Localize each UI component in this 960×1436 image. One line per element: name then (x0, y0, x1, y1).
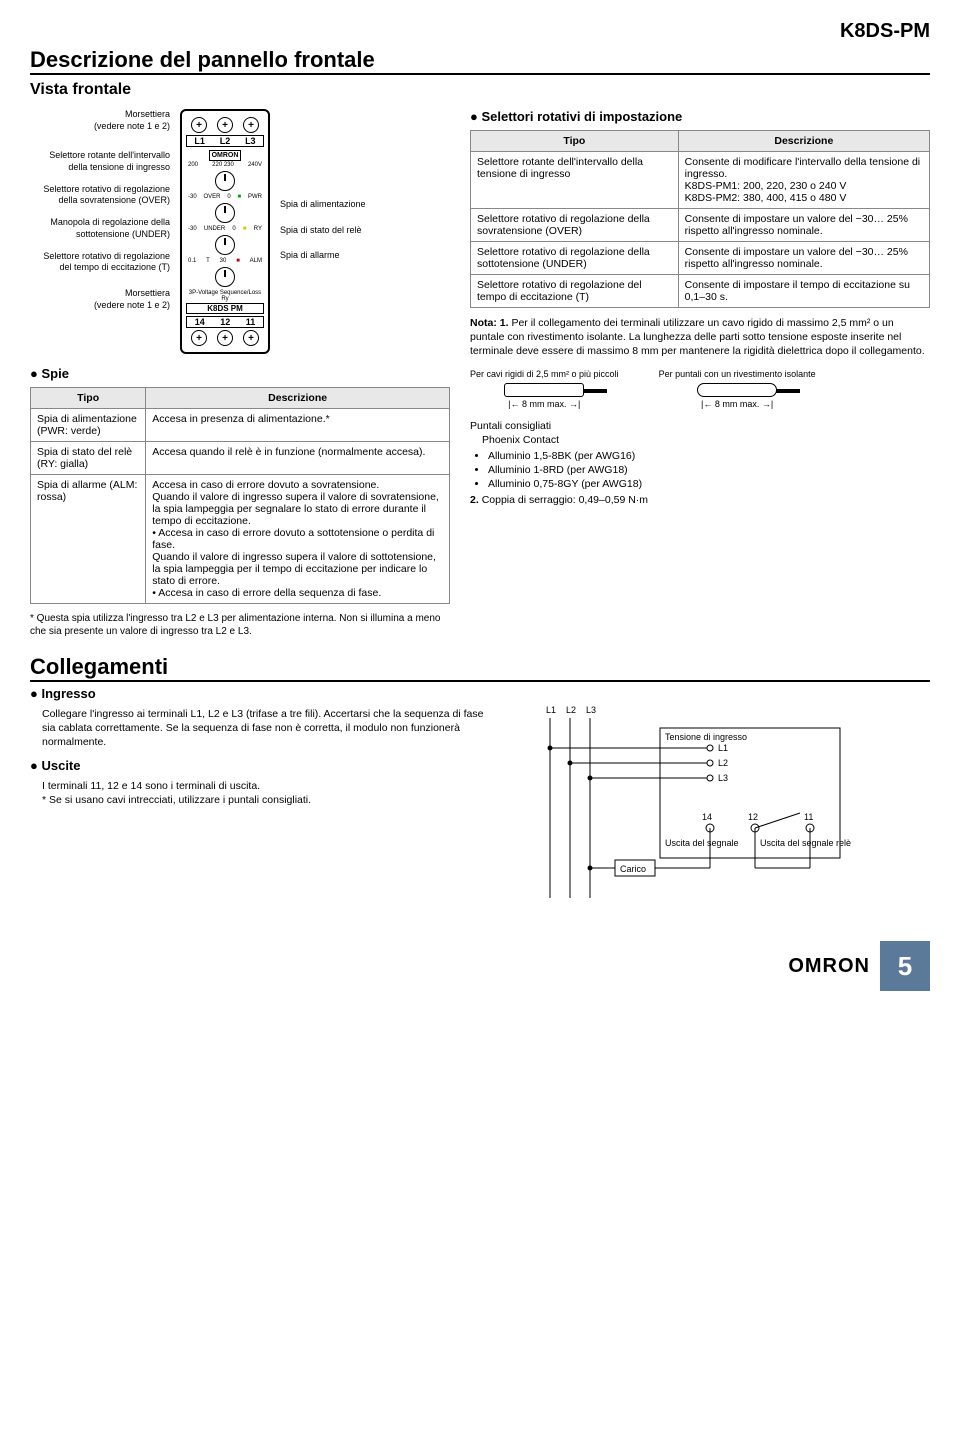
spie-th-desc: Descrizione (146, 388, 450, 409)
table-row: Selettore rotativo di regolazione del te… (471, 275, 930, 308)
selettori-table: Tipo Descrizione Selettore rotante dell'… (470, 130, 930, 308)
selettori-heading: Selettori rotativi di impostazione (470, 109, 930, 124)
table-row: Spia di alimentazione (PWR: verde) Acces… (31, 409, 450, 442)
wire-caption-right: Per puntali con un rivestimento isolante (659, 369, 816, 379)
svg-text:Uscita del segnale relè: Uscita del segnale relè (760, 838, 851, 848)
terminal-l3: L3 (245, 136, 256, 146)
list-item: Alluminio 1-8RD (per AWG18) (488, 463, 930, 477)
section-title: Descrizione del pannello frontale (30, 47, 930, 75)
label-sel-tensione: Selettore rotante dell'intervallo della … (30, 150, 170, 173)
vista-frontale-title: Vista frontale (30, 81, 930, 99)
wire-diagram: Per cavi rigidi di 2,5 mm² o più piccoli… (470, 369, 930, 409)
svg-text:L2: L2 (566, 705, 576, 715)
list-item: Alluminio 1,5-8BK (per AWG16) (488, 449, 930, 463)
svg-text:Tensione di ingresso: Tensione di ingresso (665, 732, 747, 742)
puntali-block: Puntali consigliati Phoenix Contact Allu… (470, 419, 930, 508)
table-row: Selettore rotativo di regolazione della … (471, 209, 930, 242)
svg-text:L1: L1 (546, 705, 556, 715)
wire-caption-left: Per cavi rigidi di 2,5 mm² o più piccoli (470, 369, 619, 379)
svg-text:L3: L3 (586, 705, 596, 715)
circuit-diagram: L1 L2 L3 Tensione di ingresso L1 L2 L3 1… (510, 698, 870, 918)
collegamenti-title: Collegamenti (30, 654, 930, 682)
model-code: K8DS-PM (30, 20, 930, 43)
puntali-title: Puntali consigliati (470, 419, 930, 433)
table-row: Selettore rotante dell'intervallo della … (471, 152, 930, 209)
label-spia-ry: Spia di stato del relè (280, 225, 380, 237)
terminal-l2: L2 (220, 136, 231, 146)
label-spia-alm: Spia di allarme (280, 250, 380, 262)
table-row: Spia di allarme (ALM: rossa) Accesa in c… (31, 475, 450, 604)
list-item: Alluminio 0,75-8GY (per AWG18) (488, 477, 930, 491)
svg-text:14: 14 (702, 812, 712, 822)
table-row: Selettore rotativo di regolazione della … (471, 242, 930, 275)
device-brand: OMRON (209, 150, 242, 161)
svg-text:L1: L1 (718, 743, 728, 753)
nota1: Nota: 1. Per il collegamento dei termina… (470, 316, 930, 359)
device-diagram: Morsettiera (vedere note 1 e 2) Selettor… (30, 109, 450, 354)
label-morsettiera-top: Morsettiera (vedere note 1 e 2) (30, 109, 170, 132)
svg-text:11: 11 (804, 812, 813, 822)
svg-text:Uscita del segnale: Uscita del segnale (665, 838, 739, 848)
page-number: 5 (880, 941, 930, 991)
uscite-heading: Uscite (30, 758, 490, 773)
label-sel-under: Manopola di regolazione della sottotensi… (30, 217, 170, 240)
label-sel-over: Selettore rotativo di regolazione della … (30, 184, 170, 207)
svg-text:Carico: Carico (620, 864, 646, 874)
terminal-l1: L1 (194, 136, 205, 146)
table-row: Spia di stato del relè (RY: gialla) Acce… (31, 442, 450, 475)
ingresso-text: Collegare l'ingresso ai terminali L1, L2… (42, 707, 490, 750)
sel-th-desc: Descrizione (678, 131, 929, 152)
svg-text:L2: L2 (718, 758, 728, 768)
terminal-11: 11 (246, 317, 256, 327)
label-spia-pwr: Spia di alimentazione (280, 199, 380, 211)
label-sel-t: Selettore rotativo di regolazione del te… (30, 251, 170, 274)
spie-table: Tipo Descrizione Spia di alimentazione (… (30, 387, 450, 604)
ingresso-heading: Ingresso (30, 686, 490, 701)
puntali-brand: Phoenix Contact (482, 433, 930, 447)
svg-text:L3: L3 (718, 773, 728, 783)
spie-th-tipo: Tipo (31, 388, 146, 409)
device-body: L1 L2 L3 OMRON 200220 230240V -30OVER0■P… (180, 109, 270, 354)
terminal-12: 12 (220, 317, 230, 327)
svg-text:12: 12 (748, 812, 758, 822)
terminal-14: 14 (195, 317, 205, 327)
sel-th-tipo: Tipo (471, 131, 679, 152)
spie-footnote: * Questa spia utilizza l'ingresso tra L2… (30, 612, 450, 638)
footer-brand: OMRON (788, 955, 880, 978)
uscite-text: I terminali 11, 12 e 14 sono i terminali… (42, 779, 490, 807)
spie-heading: Spie (30, 366, 450, 381)
label-morsettiera-bot: Morsettiera (vedere note 1 e 2) (30, 288, 170, 311)
